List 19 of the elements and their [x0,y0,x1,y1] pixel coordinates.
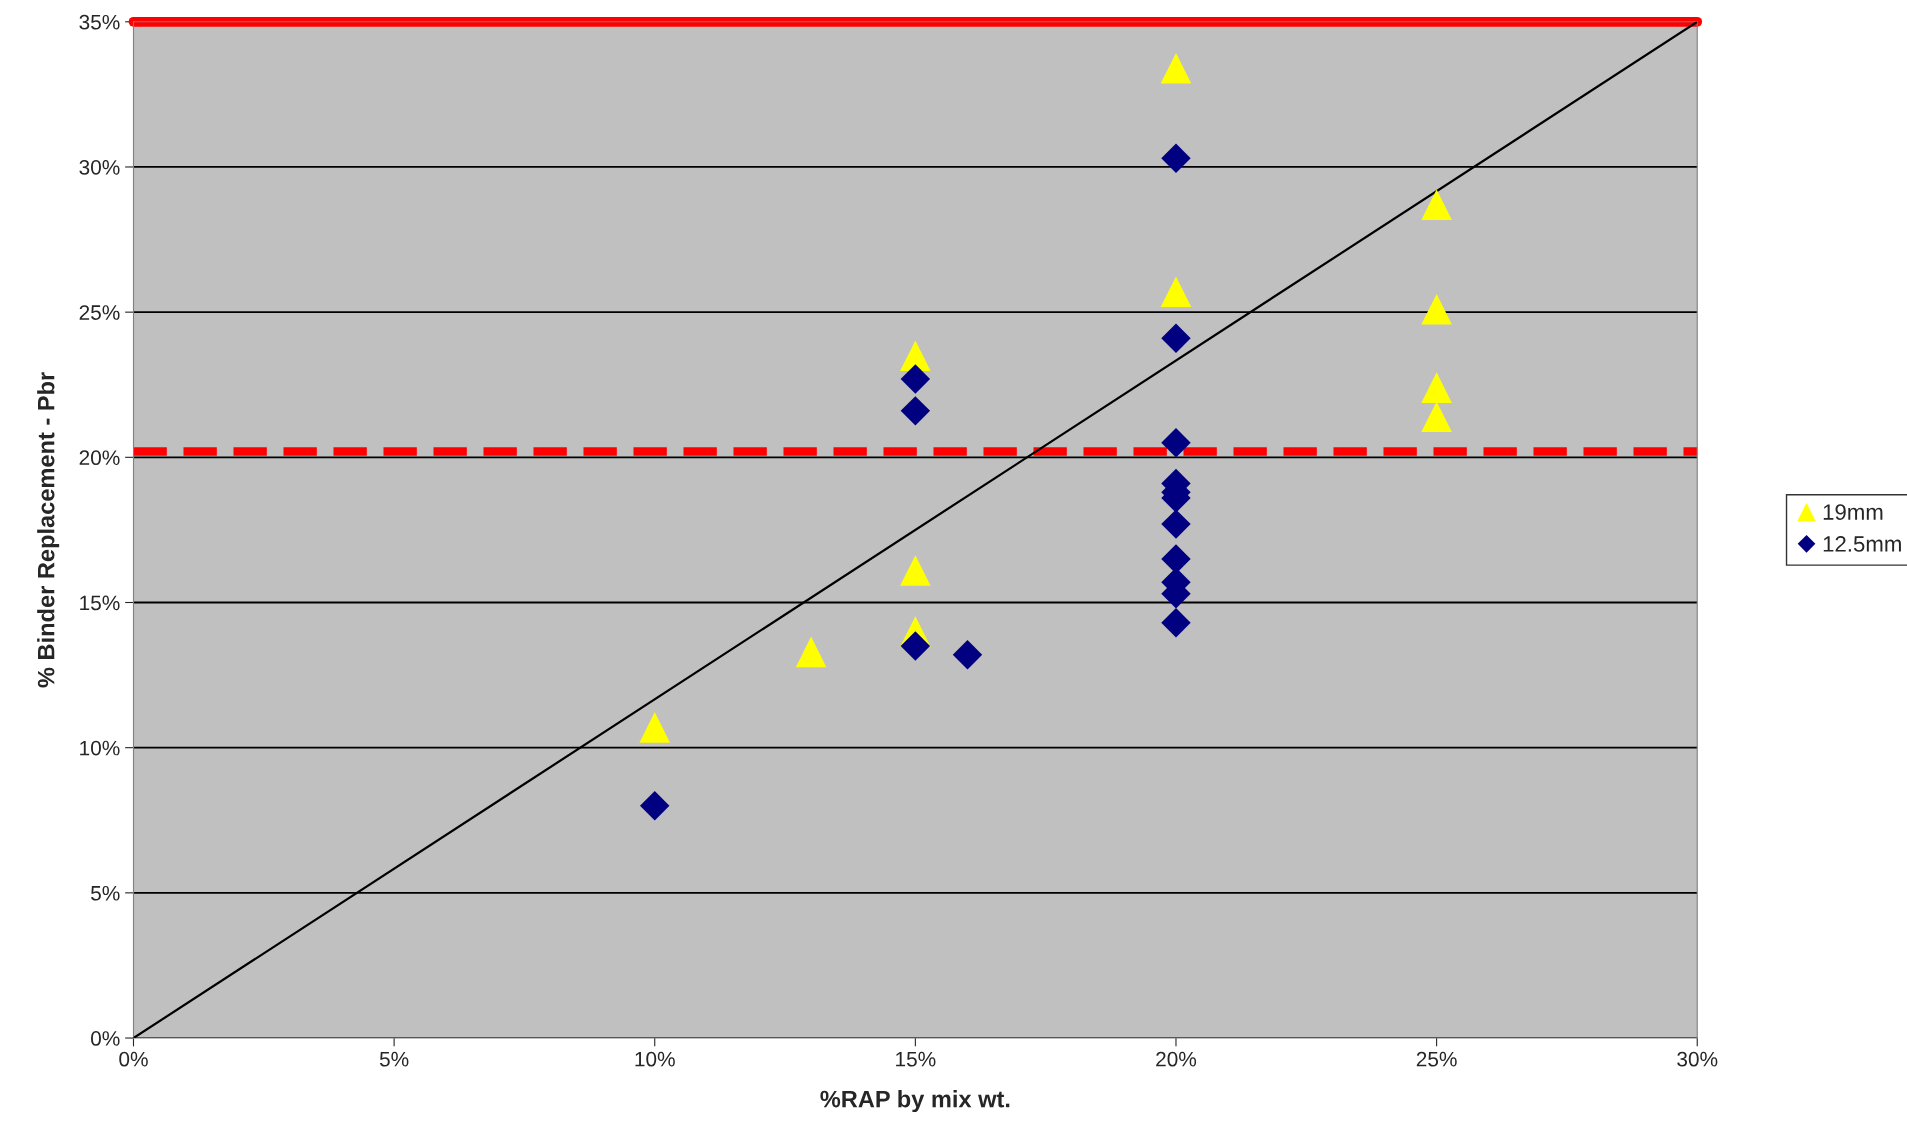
x-tick-label: 0% [119,1051,148,1067]
x-tick-label: 15% [896,1051,936,1067]
y-tick-label: 35% [79,14,120,30]
legend-label: 12.5mm [1823,536,1901,552]
x-axis-title: %RAP by mix wt. [820,1090,1010,1113]
y-axis-title: % Binder Replacement - Pbr [37,372,60,688]
y-tick-label: 30% [79,159,120,175]
y-tick-label: 25% [79,305,120,320]
legend-label: 19mm [1823,504,1883,520]
x-tick-label: 10% [635,1051,675,1067]
x-tick-label: 5% [379,1051,409,1067]
y-tick-label: 15% [80,595,120,611]
x-tick-label: 25% [1416,1051,1457,1067]
y-tick-label: 20% [79,450,120,466]
x-tick-label: 30% [1677,1051,1718,1067]
x-tick-label: 20% [1156,1051,1197,1067]
y-tick-label: 0% [91,1031,120,1046]
y-tick-label: 5% [91,885,120,901]
y-tick-label: 10% [80,740,120,756]
